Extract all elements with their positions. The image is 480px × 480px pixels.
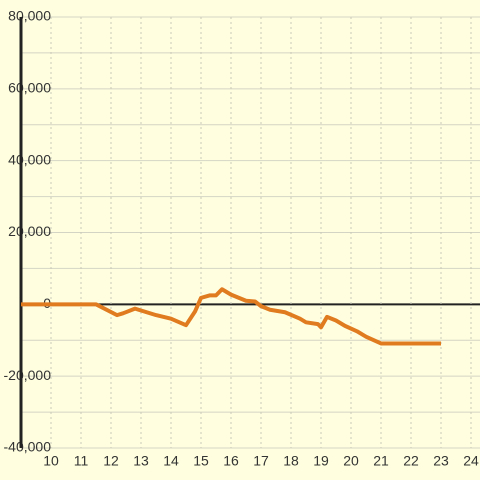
x-tick-label: 10 [43,453,59,469]
y-tick-label: -20,000 [4,367,52,383]
x-tick-label: 23 [433,453,449,469]
x-tick-label: 19 [313,453,329,469]
y-tick-label: 40,000 [8,151,51,167]
x-tick-label: 21 [373,453,389,469]
y-tick-label: 80,000 [8,8,51,24]
x-tick-label: 15 [193,453,209,469]
x-tick-label: 12 [103,453,119,469]
y-tick-label: -40,000 [4,439,52,455]
x-tick-label: 17 [253,453,269,469]
x-tick-label: 24 [463,453,479,469]
x-tick-label: 14 [163,453,179,469]
x-tick-label: 13 [133,453,149,469]
x-tick-label: 20 [343,453,359,469]
x-tick-label: 22 [403,453,419,469]
x-tick-label: 18 [283,453,299,469]
y-tick-label: 20,000 [8,223,51,239]
y-tick-label: 60,000 [8,80,51,96]
line [21,287,441,346]
x-tick-label: 16 [223,453,239,469]
x-tick-label: 11 [74,453,89,469]
